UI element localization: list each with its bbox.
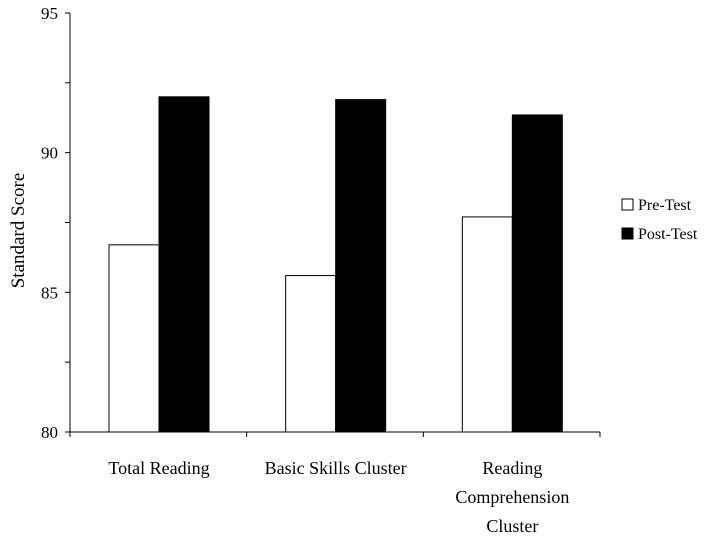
bar-post-test-3 [511, 114, 563, 433]
category-label-line: Cluster [486, 516, 538, 536]
bar-post-test-2 [335, 99, 387, 433]
y-tick-label: 85 [41, 283, 58, 302]
bar-post-test-1 [158, 96, 210, 433]
y-tick-label: 80 [41, 423, 58, 442]
category-label-line: Total Reading [108, 458, 209, 478]
y-tick-label: 95 [41, 4, 58, 23]
axes-layer [65, 12, 601, 437]
legend-swatch [621, 227, 634, 240]
category-label-line: Reading [482, 458, 542, 478]
y-axis-title: Standard Score [8, 173, 29, 289]
labels-layer: Total Reading Basic Skills Cluster Reading… [8, 4, 569, 536]
category-label-line: Basic Skills Cluster [265, 458, 407, 478]
category-label-line: Comprehension [455, 487, 569, 507]
category-label: Basic Skills Cluster [265, 458, 407, 478]
legend-label: Pre-Test [638, 197, 692, 214]
category-label: Reading Comprehension Cluster [455, 458, 569, 536]
legend-label: Post-Test [638, 226, 698, 243]
legend-swatch [621, 198, 634, 211]
y-tick-label: 90 [41, 144, 58, 163]
legend: Pre-Test Post-Test [621, 197, 698, 243]
bars-layer [108, 96, 563, 433]
bar-pre-test-2 [285, 275, 337, 433]
bar-pre-test-1 [108, 244, 160, 433]
bar-pre-test-3 [461, 216, 513, 433]
category-label: Total Reading [108, 458, 209, 478]
